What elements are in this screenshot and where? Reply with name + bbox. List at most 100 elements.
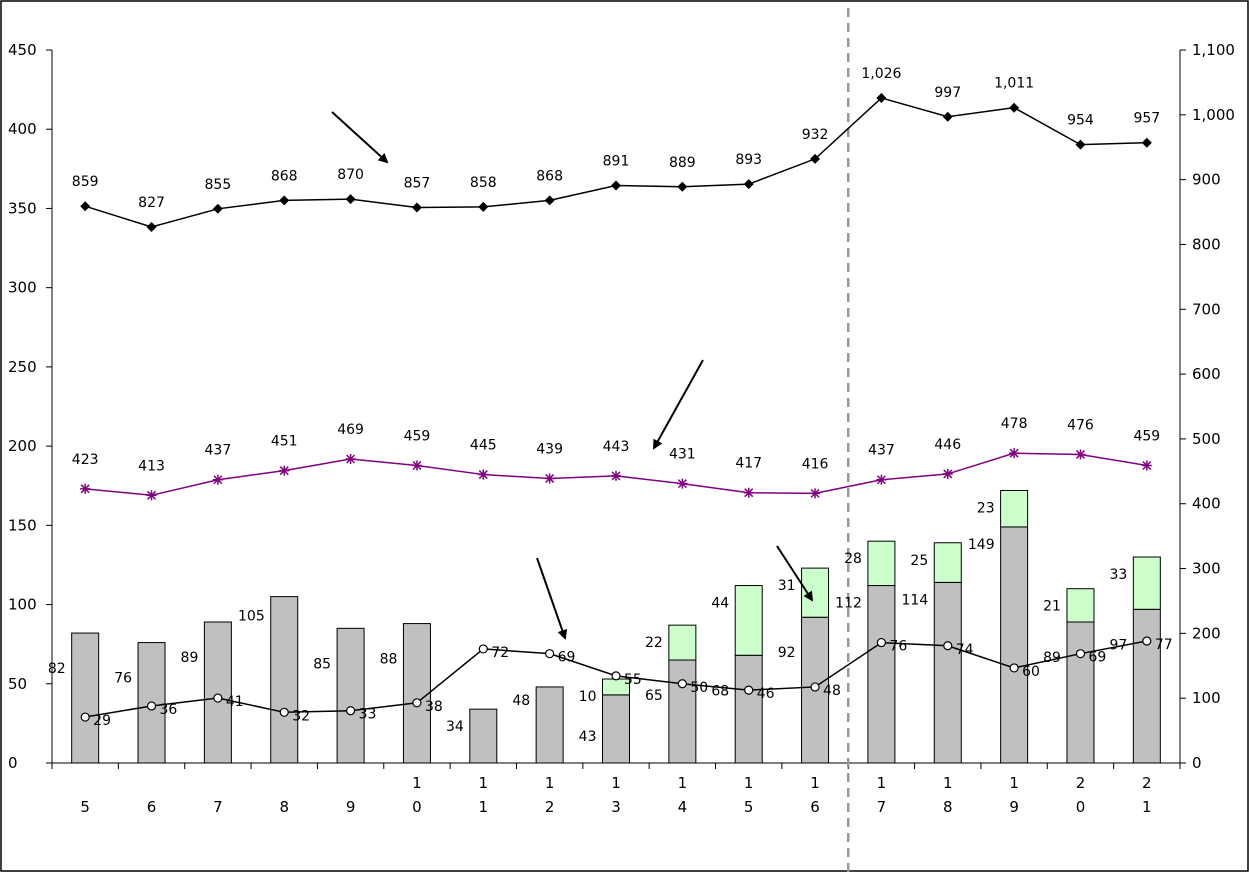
series-top-label: 1,026	[861, 66, 901, 82]
bar-stack	[1066, 588, 1095, 623]
left-tick-label: 450	[8, 41, 37, 59]
left-tick-label: 100	[8, 596, 37, 614]
bar-stack	[867, 540, 896, 587]
series-small-label: 46	[757, 686, 775, 702]
series-top-point	[478, 201, 489, 212]
series-top-point	[212, 203, 223, 214]
series-top-label: 932	[802, 127, 829, 143]
series-mid-point	[146, 490, 157, 501]
bars-layer	[71, 489, 1161, 764]
x-tick-label: 1	[1009, 774, 1019, 792]
bar-base	[270, 596, 299, 764]
series-mid-point	[1075, 449, 1086, 460]
bar-stack	[801, 567, 830, 618]
series-top-label: 855	[205, 177, 232, 193]
series-mid-point-stroke	[876, 475, 886, 485]
bar-base-label: 82	[48, 661, 66, 677]
bar-base	[933, 581, 962, 764]
x-tick-label: 8	[943, 798, 953, 816]
series-mid-point-stroke	[1075, 449, 1086, 459]
series-top-point	[743, 179, 754, 190]
bar-base-label: 105	[238, 609, 265, 625]
x-tick-label: 9	[346, 798, 356, 816]
bar-stack-label: 25	[910, 553, 928, 569]
series-small-point	[478, 644, 488, 654]
series-small-point	[611, 671, 621, 681]
bar-base-label: 97	[1109, 637, 1127, 653]
series-small-point	[345, 706, 356, 716]
series-top-label: 858	[470, 175, 497, 191]
series-mid-point	[411, 460, 422, 471]
x-tick-label: 1	[611, 774, 621, 792]
series-top-label: 957	[1133, 111, 1160, 127]
bar-stack	[1000, 489, 1029, 528]
x-tick-label: 9	[1009, 798, 1019, 816]
bar-base-label: 68	[711, 683, 729, 699]
series-mid-point-stroke	[677, 479, 687, 489]
bar-base-label: 34	[446, 719, 464, 735]
series-top-point	[411, 202, 422, 213]
bar-base-label: 89	[1043, 650, 1061, 666]
left-tick-label: 250	[8, 358, 37, 376]
series-mid-point-stroke	[611, 471, 621, 481]
series-mid-label: 459	[1133, 428, 1160, 444]
x-tick-label: 1	[744, 774, 754, 792]
series-small-label: 60	[1022, 664, 1040, 680]
right-tick-label: 700	[1192, 300, 1221, 318]
bar-stack-label: 44	[711, 596, 729, 612]
series-small-point	[213, 693, 223, 703]
series-mid-point	[810, 488, 821, 499]
series-mid-point-stroke	[346, 454, 356, 464]
series-top-point	[544, 195, 555, 206]
series-top-point	[1141, 137, 1152, 148]
series-small-label: 69	[558, 650, 576, 666]
series-small-point	[876, 637, 887, 648]
bar-base	[734, 654, 763, 764]
annotation-layer	[331, 111, 814, 640]
x-tick-label: 5	[744, 798, 754, 816]
bar-base	[203, 621, 232, 764]
right-tick-label: 300	[1192, 560, 1221, 578]
x-tick-label: 1	[479, 774, 489, 792]
series-small-point	[810, 682, 820, 692]
series-small-point	[1075, 649, 1086, 659]
series-small-point	[279, 707, 289, 717]
series-top-point	[942, 111, 953, 122]
bar-base-label: 76	[114, 671, 132, 687]
series-top-point	[146, 221, 157, 232]
series-mid-point	[1009, 448, 1020, 459]
series-mid-label: 437	[205, 443, 232, 459]
bar-base-label: 48	[512, 693, 530, 709]
x-tick-label: 6	[810, 798, 820, 816]
series-small-point	[1009, 663, 1019, 673]
series-mid-point-stroke	[279, 466, 289, 476]
x-tick-label: 7	[213, 798, 223, 816]
series-top-point	[1075, 139, 1086, 150]
bar-base	[602, 694, 630, 764]
series-top-point	[677, 181, 688, 192]
series-small-point	[545, 649, 555, 659]
axes-layer: 0501001502002503003504004500100200300400…	[8, 8, 1235, 872]
series-mid-point-stroke	[412, 460, 422, 471]
right-tick-label: 400	[1192, 495, 1221, 513]
series-top-label: 889	[669, 155, 696, 171]
series-mid-point-stroke	[146, 490, 157, 500]
series-top-label: 868	[536, 168, 563, 184]
series-mid-point	[743, 487, 754, 498]
x-tick-label: 2	[545, 798, 555, 816]
annotation-arrow-lower-right	[776, 545, 814, 602]
left-tick-label: 350	[8, 199, 37, 217]
left-tick-label: 50	[8, 675, 27, 693]
bar-base	[469, 708, 498, 764]
x-tick-label: 0	[1076, 798, 1086, 816]
series-mid-label: 476	[1067, 417, 1094, 433]
series-small-point	[412, 698, 422, 708]
x-tick-label: 4	[678, 798, 688, 816]
series-mid-label: 443	[603, 439, 630, 455]
x-tick-label: 6	[147, 798, 157, 816]
bar-stack	[734, 585, 763, 656]
series-mid-point	[80, 483, 91, 494]
x-tick-label: 3	[611, 798, 621, 816]
bar-base	[1000, 526, 1029, 764]
lines-layer	[80, 92, 1152, 722]
